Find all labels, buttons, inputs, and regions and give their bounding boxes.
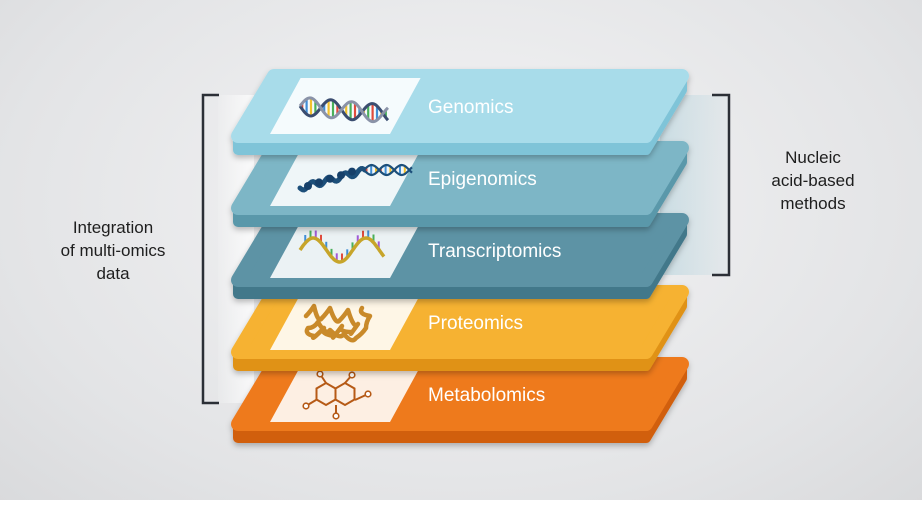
layer-metabolomics-label: Metabolomics [428,385,545,406]
integration-label-line-1: Integration [72,218,154,237]
layer-proteomics: Proteomics [231,285,689,371]
bottom-border [0,500,922,507]
right-bracket [712,93,731,277]
molecule-structure-icon [302,370,372,420]
layer-genomics: Genomics [231,69,689,155]
layer-epigenomics-label: Epigenomics [428,169,537,190]
rna-strand-icon [298,230,386,264]
nucleic-label-line-3: methods [780,194,846,213]
layer-proteomics-label: Proteomics [428,313,523,334]
dna-double-helix-icon [298,96,390,124]
layer-metabolomics: Metabolomics [231,357,689,443]
left-bracket [201,93,219,405]
integration-label-line-3: data [96,264,130,283]
layer-epigenomics-icon-panel [270,150,421,206]
nucleic-label-line-2: acid-based [771,171,855,190]
layer-genomics-label: Genomics [428,97,514,118]
integration-label-line-2: of multi-omics [60,241,166,260]
layer-epigenomics: Epigenomics [231,141,689,227]
integration-label: Integration of multi-omics data [28,216,198,285]
nucleic-label-line-1: Nucleic [785,148,841,167]
layer-transcriptomics-icon-panel [270,222,421,278]
layer-transcriptomics-label: Transcriptomics [428,241,561,262]
protein-fold-icon [303,303,373,343]
layer-transcriptomics: Transcriptomics [231,213,689,299]
chromatin-fiber-icon [297,163,413,193]
nucleic-acid-methods-label: Nucleic acid-based methods [748,146,878,215]
